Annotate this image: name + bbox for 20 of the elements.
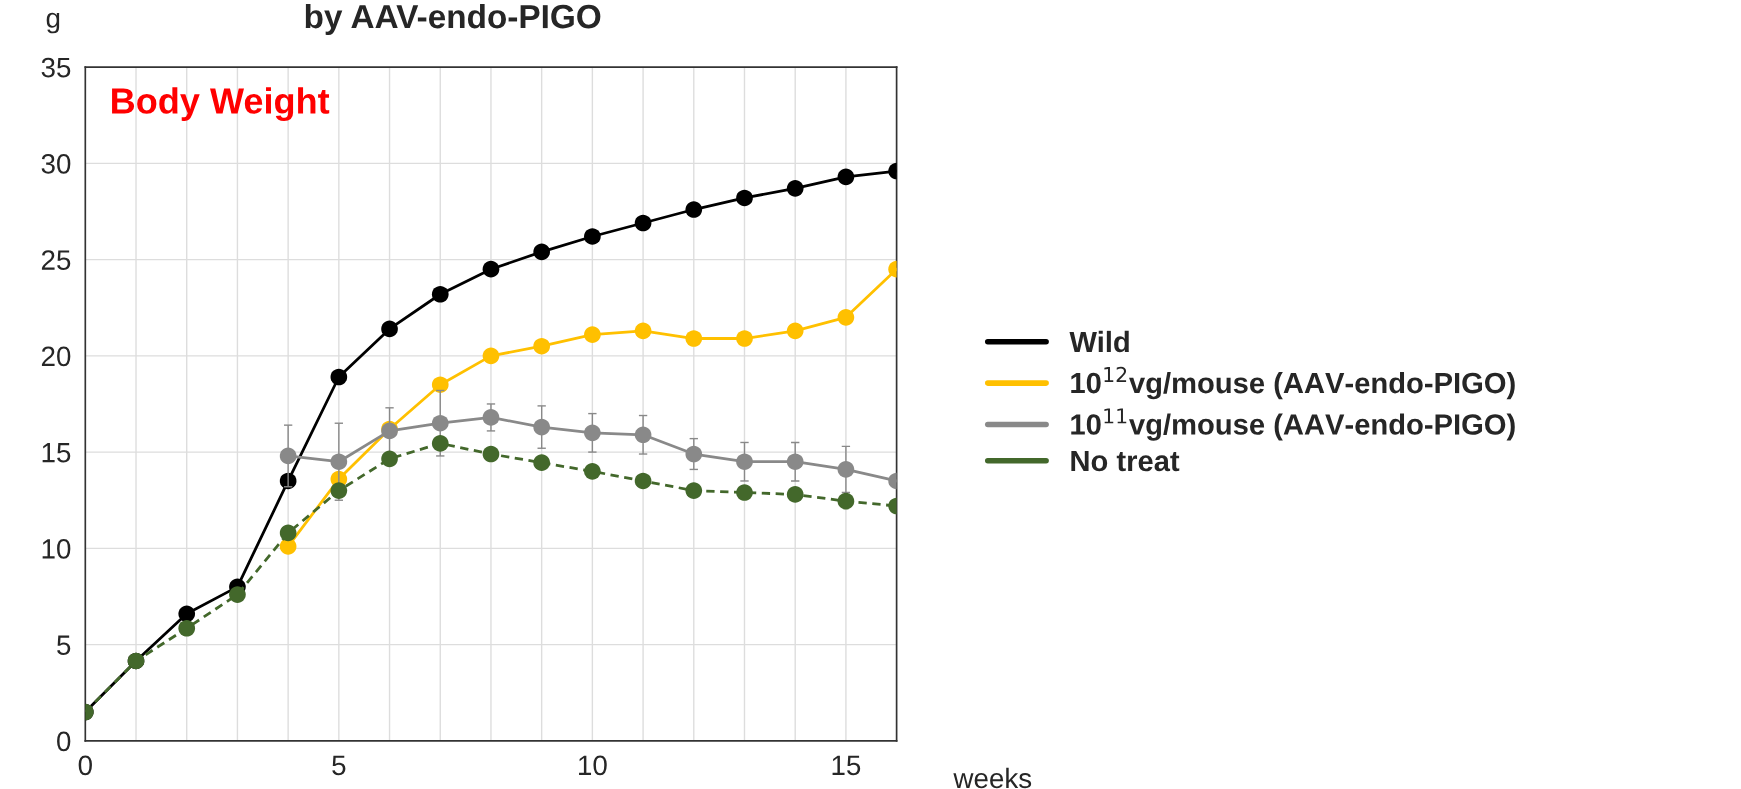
x-tick-label: 0 xyxy=(78,755,92,776)
chart-title: by AAV-endo-PIGO xyxy=(305,3,601,36)
annotation: Body Weight xyxy=(112,87,330,122)
y-tick-label: 20 xyxy=(41,346,71,367)
legend-label: 10$^{11}$vg/mouse (AAV-endo-PIGO) xyxy=(1071,408,1515,441)
x-tick-label: 5 xyxy=(332,755,346,776)
y-tick-label: 25 xyxy=(41,250,71,270)
y-tick-label: 15 xyxy=(42,443,71,463)
y-tick-label: 10 xyxy=(42,539,71,559)
legend-label: 10$^{12}$vg/mouse (AAV-endo-PIGO) xyxy=(1071,366,1515,400)
x-tick-label: 15 xyxy=(832,755,861,776)
y-tick-label: 0 xyxy=(57,731,71,752)
legend-label: Wild xyxy=(1069,330,1129,353)
y-tick-label: 35 xyxy=(41,57,71,78)
y-tick-label: 30 xyxy=(41,153,71,174)
legend-label: No treat xyxy=(1071,450,1180,472)
x-axis-title: weeks xyxy=(953,767,1032,789)
y-axis-title: g xyxy=(46,12,60,34)
x-tick-label: 10 xyxy=(579,755,607,776)
y-tick-label: 5 xyxy=(57,635,71,655)
